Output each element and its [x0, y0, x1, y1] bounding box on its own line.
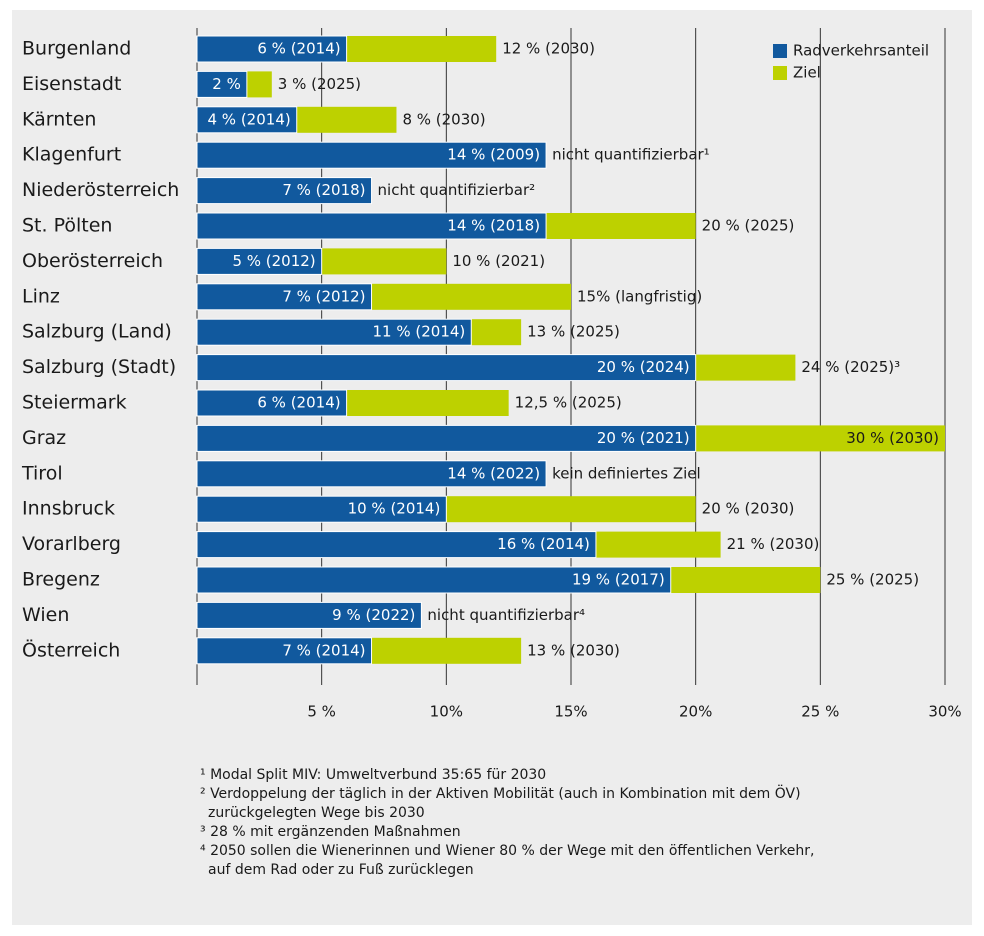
- share-label: 11 % (2014): [373, 323, 466, 341]
- share-label: 6 % (2014): [257, 40, 340, 58]
- category-label: Oberösterreich: [22, 250, 163, 272]
- share-label: 4 % (2014): [208, 110, 291, 128]
- target-label: 21 % (2030): [727, 535, 820, 553]
- share-bar: [196, 389, 348, 417]
- category-label: Klagenfurt: [22, 144, 121, 166]
- category-label: Österreich: [22, 638, 120, 661]
- share-label: 16 % (2014): [497, 535, 590, 553]
- share-label: 14 % (2022): [447, 464, 540, 482]
- share-label: 9 % (2022): [332, 606, 415, 624]
- target-label: 8 % (2030): [402, 110, 485, 128]
- x-tick-label: 15%: [554, 703, 587, 721]
- target-label: 30 % (2030): [846, 429, 939, 447]
- share-bar: [196, 637, 373, 665]
- x-tick-label: 5 %: [307, 703, 336, 721]
- target-label: 12,5 % (2025): [515, 394, 622, 412]
- target-label: nicht quantifizierbar¹: [552, 146, 710, 164]
- share-bar: [196, 601, 422, 629]
- category-label: Salzburg (Stadt): [22, 356, 176, 378]
- legend-swatch: [773, 44, 787, 58]
- x-tick-label: 25 %: [801, 703, 839, 721]
- footnote: ² Verdoppelung der täglich in der Aktive…: [200, 784, 801, 802]
- share-bar: [196, 424, 697, 452]
- target-label: 13 % (2030): [527, 641, 620, 659]
- category-label: Wien: [22, 604, 69, 626]
- category-label: Kärnten: [22, 108, 96, 130]
- target-label: 3 % (2025): [278, 75, 361, 93]
- category-label: Linz: [22, 285, 60, 307]
- target-label: kein definiertes Ziel: [552, 464, 701, 482]
- footnote: auf dem Rad oder zu Fuß zurücklegen: [208, 862, 474, 878]
- target-label: 20 % (2025): [702, 217, 795, 235]
- category-label: Vorarlberg: [22, 533, 121, 555]
- x-tick-label: 30%: [928, 703, 961, 721]
- share-label: 7 % (2012): [282, 287, 365, 305]
- share-bar: [196, 212, 547, 240]
- footnote: zurückgelegten Wege bis 2030: [208, 805, 425, 821]
- target-label: nicht quantifizierbar⁴: [427, 606, 585, 624]
- share-label: 2 %: [212, 75, 241, 93]
- category-label: Eisenstadt: [22, 73, 121, 95]
- share-bar: [196, 70, 248, 98]
- legend-label: Ziel: [793, 64, 821, 82]
- share-bar: [196, 354, 697, 382]
- category-label: Burgenland: [22, 38, 131, 60]
- share-label: 5 % (2012): [232, 252, 315, 270]
- target-label: nicht quantifizierbar²: [378, 181, 536, 199]
- share-bar: [196, 566, 672, 594]
- target-label: 12 % (2030): [502, 40, 595, 58]
- share-label: 10 % (2014): [348, 500, 441, 518]
- footnote: ⁴ 2050 sollen die Wienerinnen und Wiener…: [200, 843, 814, 859]
- category-label: Niederösterreich: [22, 179, 179, 201]
- share-label: 7 % (2014): [282, 641, 365, 659]
- share-label: 20 % (2024): [597, 358, 690, 376]
- category-label: Graz: [22, 427, 66, 449]
- share-bar: [196, 495, 447, 523]
- share-label: 14 % (2009): [447, 146, 540, 164]
- share-label: 20 % (2021): [597, 429, 690, 447]
- share-label: 19 % (2017): [572, 571, 665, 589]
- share-label: 14 % (2018): [447, 217, 540, 235]
- footnote: ³ 28 % mit ergänzenden Maßnahmen: [200, 824, 461, 840]
- share-label: 6 % (2014): [257, 394, 340, 412]
- target-label: 13 % (2025): [527, 323, 620, 341]
- category-label: Salzburg (Land): [22, 321, 172, 343]
- category-label: St. Pölten: [22, 215, 112, 237]
- share-bar: [196, 141, 547, 169]
- x-tick-label: 20%: [679, 703, 712, 721]
- footnote: ¹ Modal Split MIV: Umweltverbund 35:65 f…: [200, 767, 546, 783]
- share-bar: [196, 247, 323, 275]
- target-label: 25 % (2025): [826, 571, 919, 589]
- share-bar: [196, 460, 547, 488]
- share-label: 7 % (2018): [282, 181, 365, 199]
- target-label: 24 % (2025)³: [801, 358, 900, 376]
- share-bar: [196, 35, 348, 63]
- legend-label: Radverkehrsanteil: [793, 42, 929, 60]
- target-label: 15% (langfristig): [577, 287, 702, 305]
- share-bar: [196, 283, 373, 311]
- category-label: Tirol: [21, 462, 63, 484]
- target-label: 20 % (2030): [702, 500, 795, 518]
- share-bar: [196, 106, 298, 134]
- share-bar: [196, 531, 597, 559]
- target-label: 10 % (2021): [452, 252, 545, 270]
- category-label: Steiermark: [22, 392, 127, 414]
- share-bar: [196, 318, 472, 346]
- share-bar: [196, 177, 373, 205]
- category-label: Bregenz: [22, 569, 100, 591]
- category-label: Innsbruck: [22, 498, 115, 520]
- legend-swatch: [773, 66, 787, 80]
- x-tick-label: 10%: [430, 703, 463, 721]
